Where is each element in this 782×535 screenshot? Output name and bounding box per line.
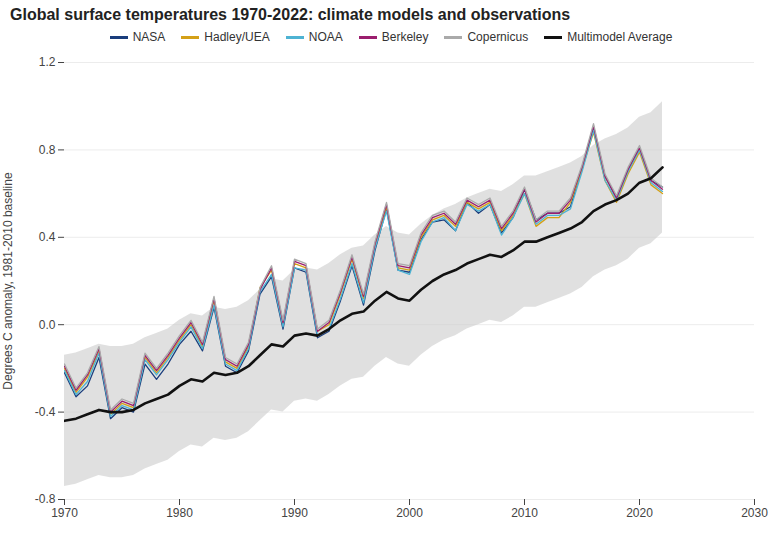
svg-text:1980: 1980 — [166, 506, 193, 520]
svg-text:1.2: 1.2 — [39, 55, 56, 69]
html-text:NASA: NASA — [132, 30, 166, 44]
svg-text:2030: 2030 — [741, 506, 768, 520]
svg-text:0.8: 0.8 — [39, 143, 56, 157]
html-text:NOAA: NOAA — [308, 30, 343, 44]
svg-text:0.4: 0.4 — [39, 230, 56, 244]
svg-text:1970: 1970 — [51, 506, 78, 520]
html-text:Hadley/UEA: Hadley/UEA — [204, 30, 270, 44]
svg-text:Degrees C anomaly, 1981-2010 b: Degrees C anomaly, 1981-2010 baseline — [1, 172, 15, 390]
svg-text:2020: 2020 — [626, 506, 653, 520]
html-text:Copernicus: Copernicus — [467, 30, 529, 44]
html-text:Multimodel Average: Multimodel Average — [567, 30, 673, 44]
svg-text:2000: 2000 — [396, 506, 423, 520]
html-text:Global surface temperatures 19: Global surface temperatures 1970-2022: c… — [10, 6, 571, 23]
svg-text:1990: 1990 — [281, 506, 308, 520]
svg-text:2010: 2010 — [511, 506, 538, 520]
html-text:Berkeley: Berkeley — [381, 30, 429, 44]
svg-text:0.0: 0.0 — [39, 318, 56, 332]
svg-text:-0.8: -0.8 — [35, 492, 56, 506]
svg-text:-0.4: -0.4 — [35, 405, 56, 419]
